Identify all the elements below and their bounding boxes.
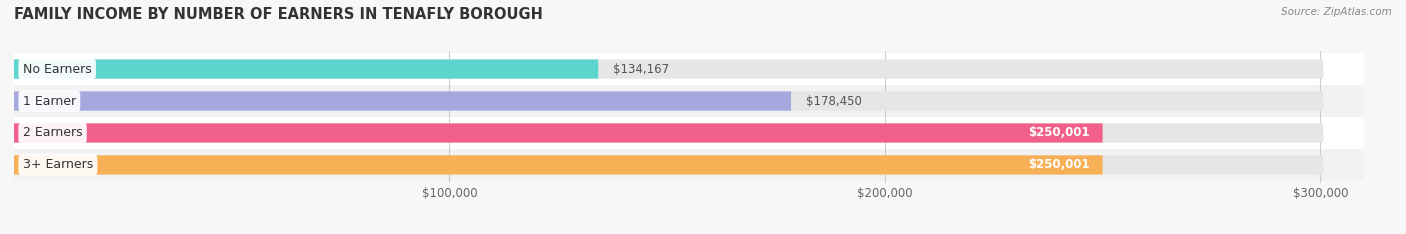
Text: No Earners: No Earners <box>22 62 91 76</box>
Text: $250,001: $250,001 <box>1028 127 1090 139</box>
FancyBboxPatch shape <box>14 123 1102 143</box>
Text: 1 Earner: 1 Earner <box>22 95 76 107</box>
Text: 2 Earners: 2 Earners <box>22 127 83 139</box>
FancyBboxPatch shape <box>14 155 1323 175</box>
FancyBboxPatch shape <box>14 155 1102 175</box>
FancyBboxPatch shape <box>14 117 1364 149</box>
FancyBboxPatch shape <box>14 53 1364 85</box>
FancyBboxPatch shape <box>14 91 1323 111</box>
Text: Source: ZipAtlas.com: Source: ZipAtlas.com <box>1281 7 1392 17</box>
Text: 3+ Earners: 3+ Earners <box>22 158 93 172</box>
FancyBboxPatch shape <box>14 149 1364 181</box>
Text: FAMILY INCOME BY NUMBER OF EARNERS IN TENAFLY BOROUGH: FAMILY INCOME BY NUMBER OF EARNERS IN TE… <box>14 7 543 22</box>
FancyBboxPatch shape <box>14 59 1323 79</box>
FancyBboxPatch shape <box>14 91 792 111</box>
Text: $250,001: $250,001 <box>1028 158 1090 172</box>
FancyBboxPatch shape <box>14 123 1323 143</box>
Text: $178,450: $178,450 <box>806 95 862 107</box>
Text: $134,167: $134,167 <box>613 62 669 76</box>
FancyBboxPatch shape <box>14 59 598 79</box>
FancyBboxPatch shape <box>14 85 1364 117</box>
